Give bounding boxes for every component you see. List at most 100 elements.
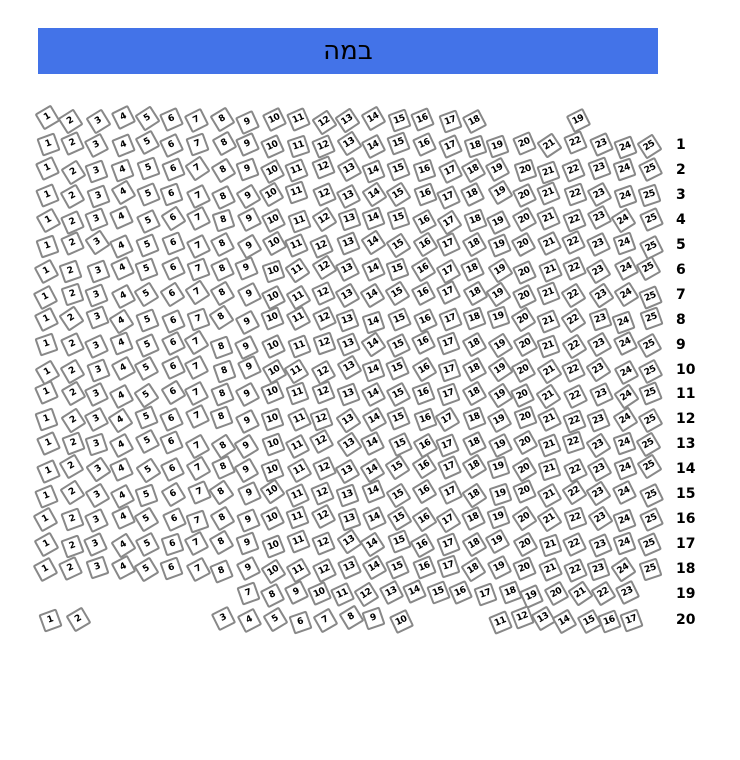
seat[interactable]: 6: [159, 456, 186, 483]
seat[interactable]: 18: [462, 280, 488, 307]
seat[interactable]: 4: [109, 256, 135, 282]
seat[interactable]: 6: [160, 231, 186, 257]
seat[interactable]: 11: [285, 529, 311, 555]
seat[interactable]: 15: [386, 131, 412, 156]
seat[interactable]: 5: [133, 556, 160, 583]
seat[interactable]: 10: [306, 581, 333, 607]
seat[interactable]: 16: [596, 609, 622, 634]
seat[interactable]: 7: [185, 183, 212, 210]
seat[interactable]: 24: [613, 383, 640, 410]
seat[interactable]: 21: [536, 506, 563, 534]
seat[interactable]: 1: [34, 183, 60, 208]
seat[interactable]: 3: [84, 283, 109, 308]
seat[interactable]: 21: [536, 160, 561, 185]
seat[interactable]: 21: [536, 358, 563, 386]
seat[interactable]: 11: [286, 457, 313, 484]
seat[interactable]: 5: [136, 209, 162, 235]
seat[interactable]: 13: [337, 354, 363, 381]
seat[interactable]: 19: [486, 455, 511, 480]
seat[interactable]: 17: [436, 554, 461, 579]
seat[interactable]: 2: [58, 305, 85, 332]
seat[interactable]: 14: [361, 554, 388, 581]
seat[interactable]: 15: [385, 355, 411, 381]
seat[interactable]: 1: [35, 234, 61, 260]
seat[interactable]: 4: [108, 383, 135, 410]
seat[interactable]: 18: [462, 208, 488, 233]
seat[interactable]: 6: [158, 406, 184, 432]
seat[interactable]: 1: [35, 458, 61, 484]
seat[interactable]: 2: [60, 380, 87, 407]
seat[interactable]: 9: [236, 206, 263, 232]
seat[interactable]: 20: [510, 357, 537, 384]
seat[interactable]: 14: [551, 609, 578, 635]
seat[interactable]: 4: [110, 104, 137, 131]
seat[interactable]: 20: [543, 580, 570, 606]
seat[interactable]: 8: [209, 257, 236, 283]
seat[interactable]: 16: [410, 256, 437, 283]
seat[interactable]: 7: [312, 608, 339, 634]
seat[interactable]: 11: [285, 380, 310, 406]
seat[interactable]: 15: [576, 608, 603, 635]
seat[interactable]: 1: [35, 207, 62, 234]
seat[interactable]: 10: [261, 230, 288, 257]
seat[interactable]: 3: [83, 382, 110, 408]
seat[interactable]: 20: [510, 382, 536, 409]
seat[interactable]: 21: [536, 205, 562, 231]
seat[interactable]: 17: [437, 159, 463, 185]
seat[interactable]: 10: [261, 106, 287, 133]
seat[interactable]: 14: [361, 310, 386, 335]
seat[interactable]: 15: [385, 257, 410, 282]
seat[interactable]: 19: [487, 432, 514, 459]
seat[interactable]: 19: [487, 257, 514, 284]
seat[interactable]: 22: [563, 182, 588, 207]
seat[interactable]: 8: [209, 433, 237, 460]
seat[interactable]: 13: [337, 506, 362, 532]
seat[interactable]: 9: [235, 531, 261, 556]
seat[interactable]: 13: [336, 381, 361, 407]
seat[interactable]: 13: [336, 431, 363, 459]
seat[interactable]: 20: [511, 131, 537, 157]
seat[interactable]: 20: [511, 206, 538, 233]
seat[interactable]: 12: [312, 331, 337, 356]
seat[interactable]: 10: [260, 533, 286, 559]
seat[interactable]: 3: [84, 432, 109, 457]
seat[interactable]: 18: [462, 430, 488, 457]
seat[interactable]: 23: [585, 480, 613, 507]
seat[interactable]: 15: [385, 482, 412, 509]
seat[interactable]: 13: [335, 231, 361, 257]
seat[interactable]: 11: [284, 256, 311, 284]
seat[interactable]: 11: [284, 483, 311, 509]
seat[interactable]: 3: [84, 229, 111, 257]
seat[interactable]: 25: [638, 306, 664, 331]
seat[interactable]: 25: [635, 431, 662, 458]
seat[interactable]: 11: [286, 208, 312, 234]
seat[interactable]: 13: [378, 579, 404, 606]
seat[interactable]: 4: [110, 179, 137, 206]
seat[interactable]: 8: [209, 505, 236, 532]
seat[interactable]: 8: [210, 184, 236, 210]
seat[interactable]: 1: [34, 380, 60, 406]
seat[interactable]: 21: [536, 482, 563, 509]
seat[interactable]: 9: [236, 480, 262, 506]
seat[interactable]: 8: [259, 582, 285, 608]
seat[interactable]: 2: [58, 453, 85, 480]
seat[interactable]: 15: [386, 332, 412, 359]
seat[interactable]: 7: [185, 131, 211, 157]
seat[interactable]: 12: [353, 581, 381, 608]
seat[interactable]: 19: [485, 505, 511, 530]
seat[interactable]: 8: [209, 231, 236, 258]
seat[interactable]: 9: [235, 381, 261, 408]
seat[interactable]: 4: [109, 483, 136, 509]
seat[interactable]: 21: [535, 383, 562, 410]
seat[interactable]: 17: [436, 331, 461, 356]
seat[interactable]: 2: [60, 507, 85, 532]
seat[interactable]: 23: [587, 533, 613, 559]
seat[interactable]: 23: [585, 258, 612, 285]
seat[interactable]: 10: [260, 284, 286, 311]
seat[interactable]: 3: [85, 259, 111, 284]
seat[interactable]: 18: [460, 257, 486, 283]
seat[interactable]: 5: [134, 129, 161, 156]
seat[interactable]: 20: [513, 158, 538, 183]
seat[interactable]: 24: [612, 531, 637, 556]
seat[interactable]: 3: [84, 456, 112, 483]
